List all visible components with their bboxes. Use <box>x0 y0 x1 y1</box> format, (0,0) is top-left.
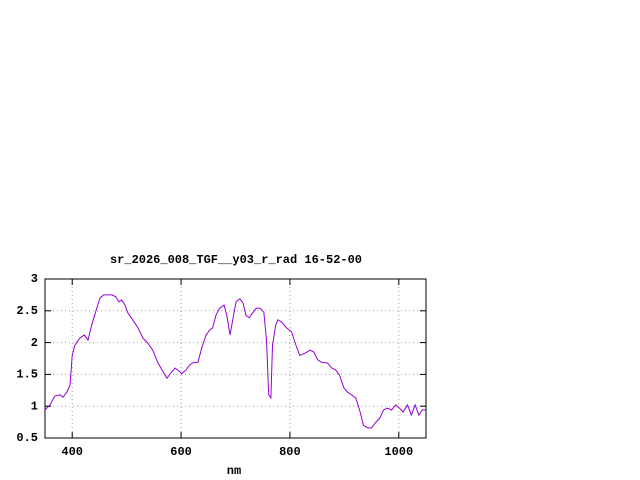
chart-title: sr_2026_008_TGF__y03_r_rad 16-52-00 <box>110 253 362 267</box>
y-tick-label: 1 <box>31 399 38 413</box>
y-tick-label: 2.5 <box>16 304 38 318</box>
x-tick-label: 800 <box>279 445 301 459</box>
x-tick-label: 1000 <box>384 445 413 459</box>
x-tick-label: 400 <box>61 445 83 459</box>
y-tick-label: 0.5 <box>16 431 38 445</box>
x-tick-label: 600 <box>170 445 192 459</box>
data-line <box>44 294 426 429</box>
y-tick-label: 3 <box>31 272 38 286</box>
y-tick-label: 2 <box>31 336 38 350</box>
plot-border <box>44 278 427 439</box>
y-tick-label: 1.5 <box>16 368 38 382</box>
x-axis-label: nm <box>227 464 241 478</box>
